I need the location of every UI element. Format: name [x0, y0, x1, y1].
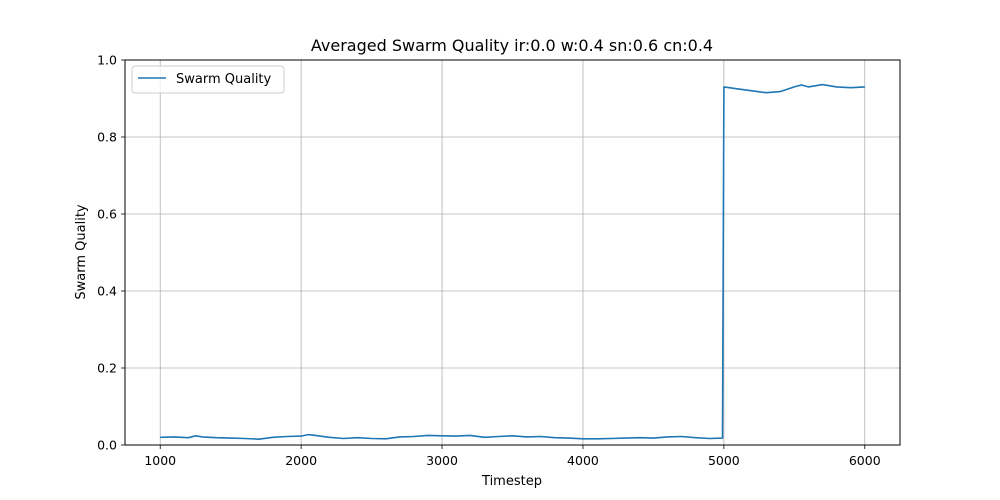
x-tick-label: 1000: [144, 453, 176, 468]
x-tick-label: 2000: [285, 453, 317, 468]
series-layer: [160, 83, 865, 441]
y-tick-label: 1.0: [97, 53, 117, 68]
x-axis: 1000 2000 3000 4000 5000 6000: [144, 445, 881, 468]
y-tick-label: 0.8: [97, 130, 117, 145]
y-tick-label: 0.6: [97, 207, 117, 222]
legend-box: [131, 65, 285, 94]
x-tick-label: 4000: [567, 453, 599, 468]
x-tick-label: 5000: [708, 453, 740, 468]
y-tick-label: 0.4: [97, 284, 117, 299]
y-tick-label: 0.0: [97, 438, 117, 453]
legend-label: Swarm Quality: [176, 72, 272, 87]
plot-frame: [124, 59, 901, 446]
x-tick-label: 6000: [849, 453, 881, 468]
legend: Swarm Quality: [131, 65, 285, 94]
y-axis: 0.0 0.2 0.4 0.6 0.8 1.0: [97, 53, 125, 453]
grid: [125, 59, 900, 446]
x-tick-label: 3000: [426, 453, 458, 468]
x-axis-label: Timestep: [481, 474, 542, 489]
y-axis-label: Swarm Quality: [74, 204, 89, 300]
y-tick-label: 0.2: [97, 361, 117, 376]
chart-title: Averaged Swarm Quality ir:0.0 w:0.4 sn:0…: [311, 36, 713, 55]
series-line-0: [160, 83, 865, 441]
